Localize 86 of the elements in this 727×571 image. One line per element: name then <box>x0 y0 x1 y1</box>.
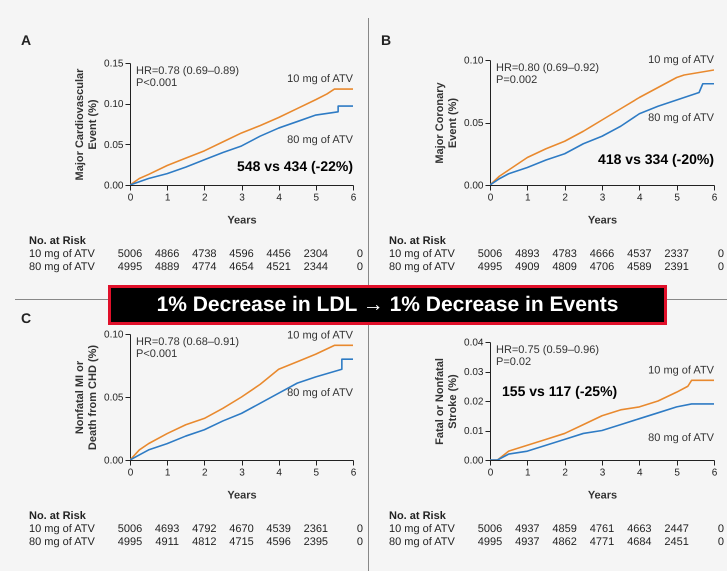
x-axis-title: Years <box>227 214 257 226</box>
x-tick-label: 0 <box>128 192 134 204</box>
y-tick-label: 0.10 <box>104 99 124 110</box>
chart-title: C <box>21 310 32 326</box>
annotation: P=0.002 <box>496 74 538 86</box>
x-tick-label: 6 <box>712 192 718 204</box>
x-tick-label: 0 <box>488 468 494 478</box>
annotation: P<0.001 <box>136 348 178 360</box>
series-label: 80 mg of ATV <box>287 387 354 400</box>
text: No. at Risk <box>29 235 86 247</box>
x-tick-label: 6 <box>350 468 357 478</box>
text: 10 mg of ATV 5006 4937 4859 4761 4663 2447 0 <box>389 523 724 535</box>
text: No. at Risk <box>389 235 446 247</box>
y-tick-label: 0.01 <box>464 426 484 437</box>
y-tick-label: 0.05 <box>104 140 124 151</box>
y-tick-label: 0.02 <box>464 396 484 408</box>
x-axis-title: Years <box>588 490 618 502</box>
y-axis-title: Major Cardiovascular Event (%) <box>74 68 100 180</box>
text: 80 mg of ATV 4995 4889 4774 4654 4521 2344 0 <box>29 261 363 273</box>
text: No. at Risk <box>389 510 446 522</box>
x-tick-label: 1 <box>164 192 171 204</box>
text: 80 mg of ATV 4995 4937 4862 4771 4684 2451 0 <box>389 536 724 548</box>
y-tick-label: 0.00 <box>104 180 124 192</box>
text: 1% Decrease in LDL → 1% Decrease in Events <box>108 285 667 325</box>
y-tick-label: 0.00 <box>464 456 484 466</box>
x-tick-label: 3 <box>239 192 246 204</box>
text: 10 mg of ATV 5006 4866 4738 4596 4456 2304 0 <box>29 248 363 260</box>
y-tick-label: 0.10 <box>104 330 124 340</box>
y-tick-label: 0.15 <box>104 58 124 70</box>
x-tick-label: 1 <box>525 192 532 204</box>
x-tick-label: 0 <box>488 192 494 204</box>
x-tick-label: 5 <box>314 468 320 478</box>
series-label: 10 mg of ATV <box>648 364 715 376</box>
x-tick-label: 1 <box>525 468 532 478</box>
x-tick-label: 3 <box>600 192 606 204</box>
x-tick-label: 0 <box>128 468 134 478</box>
annotation: HR=0.75 (0.59–0.96) <box>496 344 600 356</box>
text: 80 mg of ATV 4995 4911 4812 4715 4596 2395 0 <box>29 536 363 548</box>
text: 10 mg of ATV 5006 4693 4792 4670 4539 2361 0 <box>29 523 363 535</box>
chart-title: B <box>381 32 392 48</box>
annotation: HR=0.78 (0.68–0.91) <box>136 336 240 348</box>
y-tick-label: 0.00 <box>464 180 484 192</box>
x-tick-label: 2 <box>202 468 208 478</box>
series-label: 10 mg of ATV <box>648 54 715 66</box>
x-tick-label: 2 <box>202 192 208 204</box>
annotation: P<0.001 <box>136 77 178 89</box>
text: 10 mg of ATV 5006 4893 4783 4666 4537 2337 0 <box>389 248 724 260</box>
annotation: HR=0.80 (0.69–0.92) <box>496 62 600 74</box>
y-tick-label: 0.00 <box>104 456 124 466</box>
y-tick-label: 0.05 <box>464 118 484 129</box>
x-tick-label: 4 <box>276 468 282 478</box>
x-tick-label: 3 <box>600 468 606 478</box>
x-tick-label: 4 <box>637 192 644 204</box>
x-tick-label: 6 <box>712 468 718 478</box>
x-tick-label: 3 <box>239 468 246 478</box>
y-axis-title: Fatal or Nonfatal Stroke (%) <box>434 358 460 445</box>
y-tick-label: 0.03 <box>464 367 484 378</box>
x-tick-label: 4 <box>276 192 282 204</box>
series-label: 10 mg of ATV <box>287 329 354 342</box>
y-axis-title: Major Coronary Event (%) <box>434 81 460 164</box>
x-axis-title: Years <box>227 490 257 502</box>
series-label: 10 mg of ATV <box>287 73 354 86</box>
x-tick-label: 5 <box>674 192 680 204</box>
chart-title: A <box>21 32 32 48</box>
x-tick-label: 5 <box>674 468 680 478</box>
text: No. at Risk <box>29 510 86 522</box>
x-tick-label: 2 <box>562 192 568 204</box>
series-label: 80 mg of ATV <box>648 112 715 124</box>
annotation: HR=0.78 (0.69–0.89) <box>136 65 240 77</box>
x-tick-label: 4 <box>637 468 644 478</box>
x-tick-label: 5 <box>314 192 320 204</box>
series-label: 80 mg of ATV <box>648 432 715 444</box>
y-tick-label: 0.10 <box>464 56 484 66</box>
y-tick-label: 0.04 <box>464 338 484 348</box>
annotation: 548 vs 434 (-22%) <box>237 158 353 174</box>
text: 80 mg of ATV 4995 4909 4809 4706 4589 2391 0 <box>389 261 724 273</box>
x-axis-title: Years <box>588 214 618 226</box>
y-axis-title: Nonfatal MI or Death from CHD (%) <box>74 344 100 450</box>
y-tick-label: 0.05 <box>104 392 124 404</box>
x-tick-label: 1 <box>164 468 171 478</box>
annotation: P=0.02 <box>496 356 532 368</box>
series-label: 80 mg of ATV <box>287 134 354 146</box>
x-tick-label: 2 <box>562 468 568 478</box>
x-tick-label: 6 <box>350 192 357 204</box>
annotation: 155 vs 117 (-25%) <box>502 383 618 399</box>
annotation: 418 vs 334 (-20%) <box>598 151 714 167</box>
